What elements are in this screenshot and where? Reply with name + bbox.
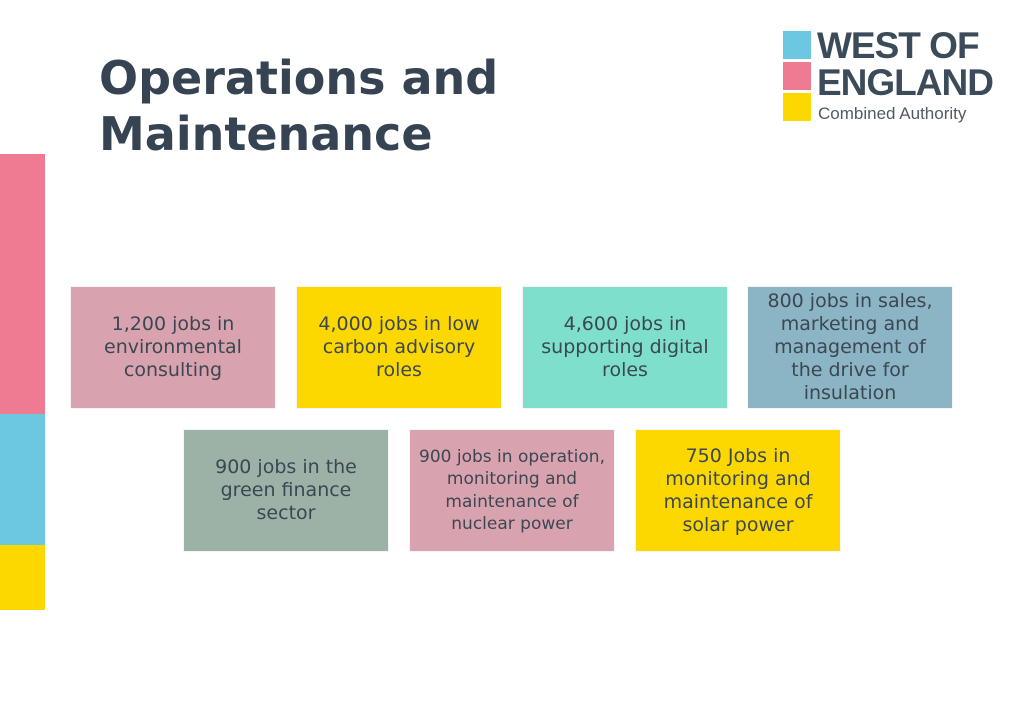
jobs-box-text: 4,600 jobs in supporting digital roles [541, 313, 709, 381]
logo-square-yellow [783, 93, 811, 121]
jobs-box-environmental-consulting: 1,200 jobs in environmental consulting [71, 287, 275, 408]
jobs-box-text: 900 jobs in the green finance sector [215, 456, 357, 524]
logo-subtitle: Combined Authority [818, 104, 967, 123]
jobs-box-text: 750 Jobs in monitoring and maintenance o… [663, 444, 813, 536]
jobs-box-nuclear-power: 900 jobs in operation, monitoring and ma… [410, 430, 614, 551]
page-title: Operations and Maintenance [99, 50, 498, 162]
jobs-box-insulation: 800 jobs in sales, marketing and managem… [748, 287, 952, 408]
side-bar-pink [0, 154, 45, 414]
jobs-box-low-carbon-advisory: 4,000 jobs in low carbon advisory roles [297, 287, 501, 408]
side-bar-yellow [0, 545, 45, 610]
jobs-box-text: 900 jobs in operation, monitoring and ma… [419, 446, 605, 535]
jobs-box-green-finance: 900 jobs in the green finance sector [184, 430, 388, 551]
side-bar-blue [0, 414, 45, 545]
jobs-box-text: 1,200 jobs in environmental consulting [104, 313, 242, 381]
page-title-line-1: Operations and [99, 51, 499, 105]
jobs-box-digital-roles: 4,600 jobs in supporting digital roles [523, 287, 727, 408]
jobs-box-solar-power: 750 Jobs in monitoring and maintenance o… [636, 430, 840, 551]
jobs-box-text: 4,000 jobs in low carbon advisory roles [318, 313, 480, 381]
west-of-england-logo: WEST OF ENGLAND Combined Authority [783, 25, 1003, 126]
logo-text-line-1: WEST OF [817, 25, 980, 66]
logo-square-pink [783, 62, 811, 90]
logo-text-line-2: ENGLAND [817, 62, 994, 103]
jobs-box-text: 800 jobs in sales, marketing and managem… [767, 290, 933, 404]
logo-square-blue [783, 31, 811, 59]
page-title-line-2: Maintenance [99, 107, 433, 161]
